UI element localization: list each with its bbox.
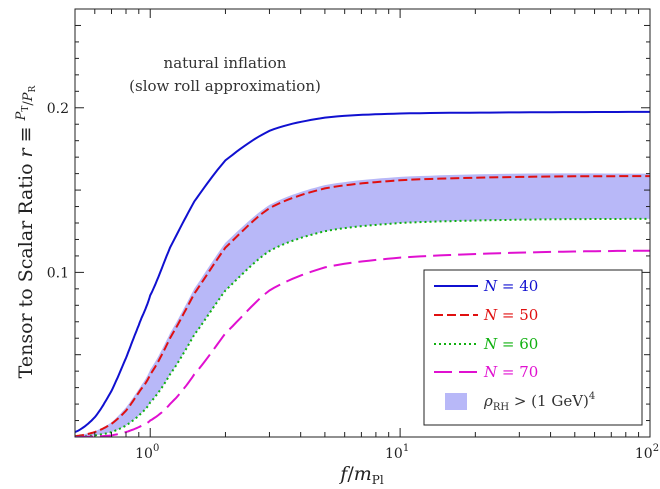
series-line-1	[75, 110, 650, 434]
y-axis-label: Tensor to Scalar Ratio r ≡ PT/PR	[14, 85, 38, 378]
y-tick-label-1: 0.1	[47, 265, 69, 281]
legend-label-4: N = 70	[483, 363, 538, 381]
y-tick-label-2: 0.2	[47, 101, 69, 117]
legend-label-3: N = 60	[483, 335, 538, 353]
legend: N = 40 N = 50 N = 60 N = 70 ρRH > (1 GeV)4	[423, 269, 643, 426]
legend-swatch-band	[445, 393, 467, 410]
legend-label-band: ρRH > (1 GeV)4	[483, 391, 595, 413]
annotation-line-1: natural inflation	[164, 54, 287, 72]
series-line-2	[75, 175, 650, 437]
series-line-4	[75, 249, 650, 437]
reheating-band	[75, 173, 650, 437]
x-axis-label: f/mPl	[338, 463, 384, 487]
legend-label-1: N = 40	[483, 277, 538, 295]
x-tick-label-1: 100	[135, 443, 159, 462]
x-tick-label-3: 102	[635, 443, 659, 462]
legend-label-2: N = 50	[483, 306, 538, 324]
x-tick-label-2: 101	[385, 443, 409, 462]
annotation-line-2: (slow roll approximation)	[129, 77, 321, 95]
